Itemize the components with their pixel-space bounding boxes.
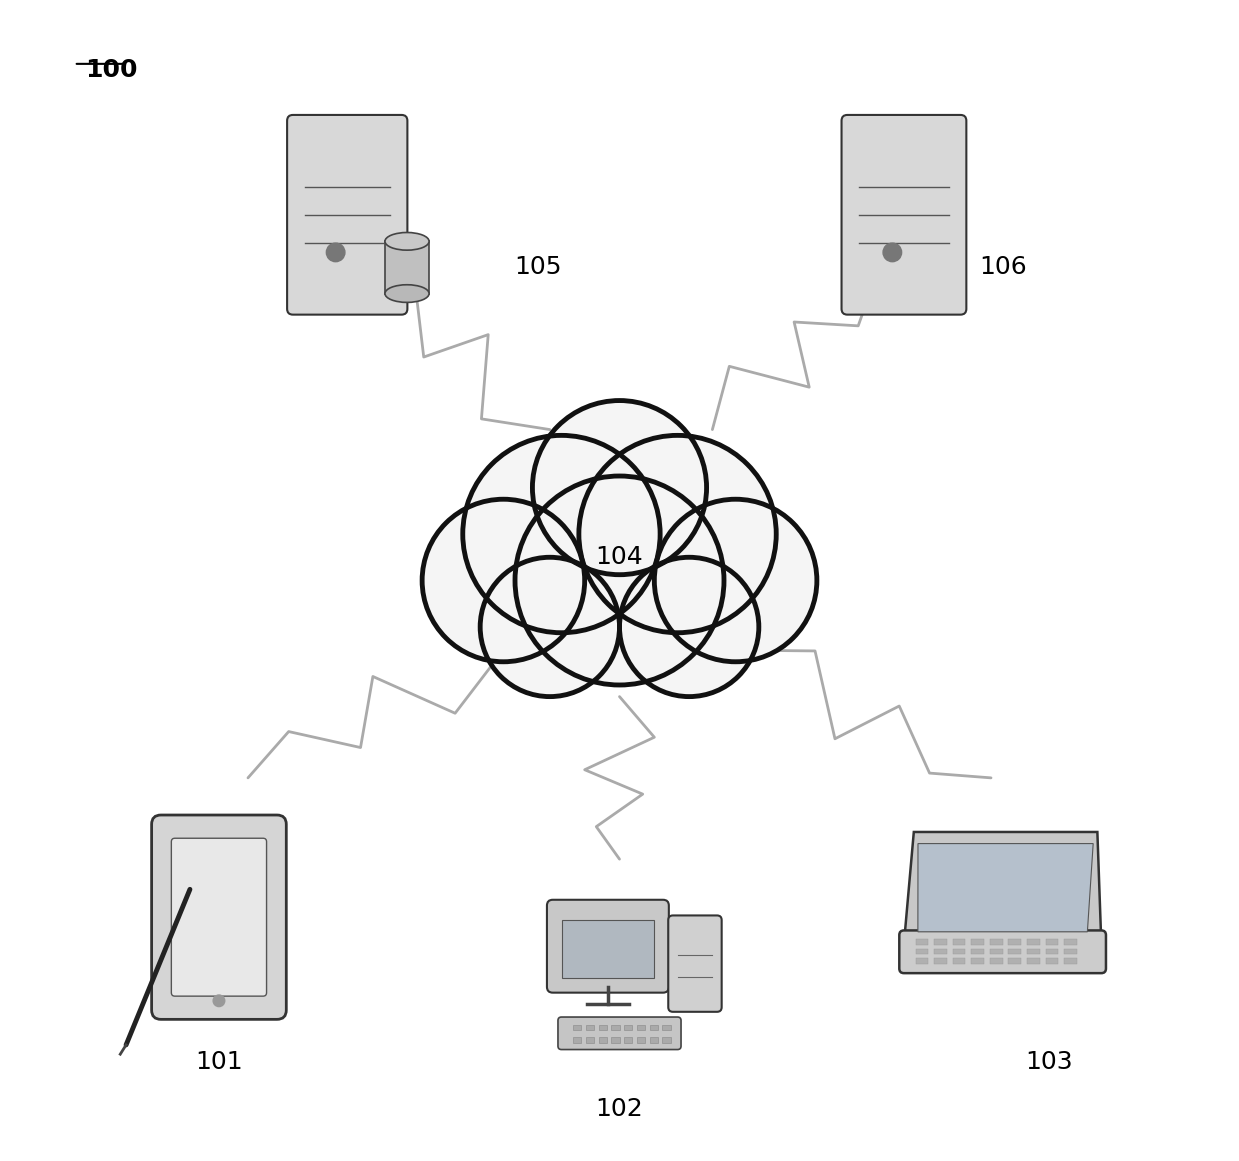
Bar <box>1009 958 1021 964</box>
Bar <box>1027 958 1040 964</box>
Bar <box>649 1038 658 1043</box>
Text: 100: 100 <box>85 58 138 82</box>
Text: 105: 105 <box>514 255 563 279</box>
Ellipse shape <box>385 232 429 250</box>
Polygon shape <box>904 832 1101 944</box>
Bar <box>611 1025 620 1031</box>
Bar <box>1064 939 1077 945</box>
Bar <box>385 241 429 294</box>
Bar <box>1009 949 1021 954</box>
Circle shape <box>654 499 817 662</box>
Circle shape <box>422 499 585 662</box>
Bar <box>586 1025 593 1031</box>
Circle shape <box>213 995 224 1007</box>
Bar <box>563 920 654 978</box>
Bar <box>624 1025 632 1031</box>
Bar <box>649 1025 658 1031</box>
Bar <box>1027 939 1040 945</box>
FancyBboxPatch shape <box>841 115 966 315</box>
Bar <box>1064 958 1077 964</box>
Bar <box>990 939 1002 945</box>
Circle shape <box>326 243 344 261</box>
Bar <box>1064 949 1077 954</box>
Bar <box>934 939 947 945</box>
Circle shape <box>515 476 724 685</box>
FancyBboxPatch shape <box>900 930 1106 973</box>
Bar <box>574 1025 581 1031</box>
Bar <box>990 958 1002 964</box>
Circle shape <box>579 435 777 633</box>
Ellipse shape <box>385 284 429 302</box>
Bar <box>624 1038 632 1043</box>
Bar <box>574 1038 581 1043</box>
Bar <box>953 958 965 964</box>
Bar <box>663 1025 670 1031</box>
Bar <box>1046 949 1058 954</box>
Bar <box>586 1038 593 1043</box>
Bar <box>916 949 928 954</box>
Bar <box>953 939 965 945</box>
Text: 106: 106 <box>979 255 1026 279</box>
Bar <box>611 1038 620 1043</box>
FancyBboxPatch shape <box>546 900 669 993</box>
Bar <box>1027 949 1040 954</box>
Bar <box>1046 939 1058 945</box>
Bar <box>971 949 984 954</box>
Bar <box>637 1038 646 1043</box>
Text: 103: 103 <box>1025 1051 1073 1074</box>
Circle shape <box>620 557 758 697</box>
Circle shape <box>462 435 660 633</box>
Circle shape <box>481 557 620 697</box>
Bar <box>637 1025 646 1031</box>
Bar <box>663 1038 670 1043</box>
Bar <box>934 958 947 964</box>
FancyBboxPatch shape <box>151 815 286 1019</box>
Text: 102: 102 <box>596 1097 643 1120</box>
Bar <box>598 1025 607 1031</box>
FancyBboxPatch shape <box>558 1017 681 1050</box>
FancyBboxPatch shape <box>668 915 721 1012</box>
Bar <box>953 949 965 954</box>
Bar <box>1009 939 1021 945</box>
Bar <box>916 939 928 945</box>
Bar <box>598 1038 607 1043</box>
FancyBboxPatch shape <box>287 115 408 315</box>
Bar <box>1046 958 1058 964</box>
FancyBboxPatch shape <box>171 838 266 996</box>
Text: 104: 104 <box>596 546 643 569</box>
Bar <box>971 958 984 964</box>
Bar <box>971 939 984 945</box>
Bar <box>934 949 947 954</box>
Bar <box>916 958 928 964</box>
Text: 101: 101 <box>196 1051 243 1074</box>
Polygon shape <box>918 844 1093 932</box>
Bar <box>990 949 1002 954</box>
Circle shape <box>883 243 902 261</box>
Circle shape <box>533 401 706 575</box>
